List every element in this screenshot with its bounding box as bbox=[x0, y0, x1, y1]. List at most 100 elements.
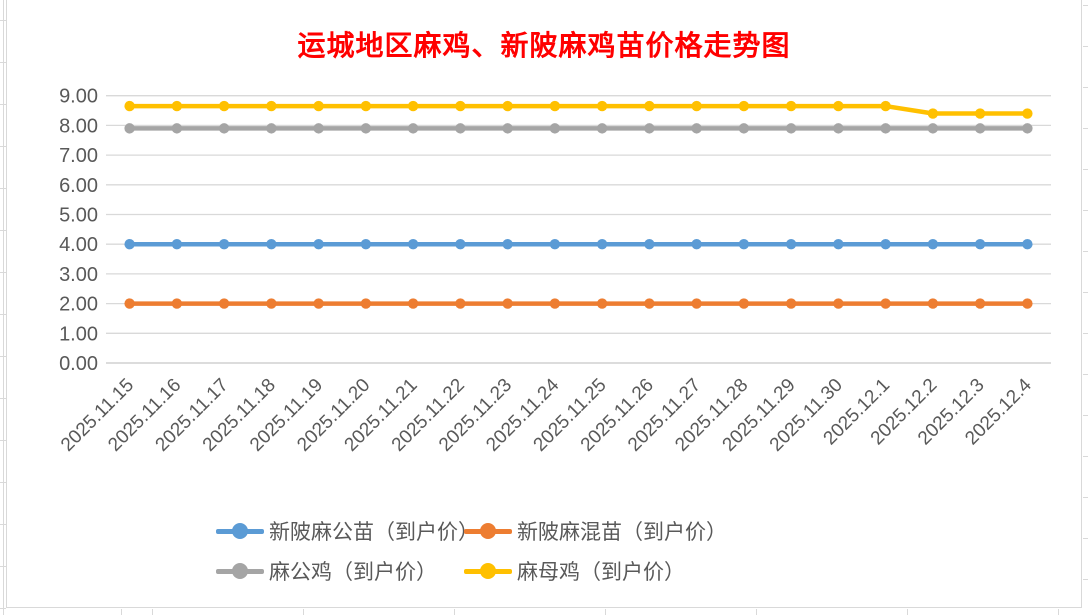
data-point-marker bbox=[266, 298, 277, 309]
legend-marker-dot bbox=[480, 523, 496, 539]
data-point-marker bbox=[785, 239, 797, 250]
data-point-marker bbox=[1022, 298, 1033, 309]
series-line bbox=[127, 103, 1030, 116]
data-point-marker bbox=[596, 123, 608, 134]
data-point-marker bbox=[644, 239, 655, 250]
data-point-marker bbox=[407, 239, 419, 250]
legend-marker-dot bbox=[232, 523, 248, 539]
data-point-marker bbox=[266, 239, 277, 250]
y-axis-tick-label: 2.00 bbox=[59, 294, 98, 316]
data-point-marker bbox=[833, 239, 844, 250]
data-point-marker bbox=[644, 123, 655, 134]
data-point-marker bbox=[644, 298, 655, 309]
data-point-marker bbox=[974, 239, 986, 250]
data-point-marker bbox=[360, 100, 372, 112]
data-point-marker bbox=[218, 239, 230, 250]
data-point-marker bbox=[313, 239, 324, 250]
y-axis-tick-label: 6.00 bbox=[59, 175, 98, 197]
data-point-marker bbox=[502, 100, 513, 112]
data-point-marker bbox=[1022, 123, 1033, 134]
data-point-marker bbox=[502, 239, 513, 250]
data-point-marker bbox=[880, 100, 891, 112]
plot-area: 0.00 1.00 2.00 3.00 4.00 5.00 6.00 7.00 8.00 9.00… bbox=[57, 86, 1051, 456]
data-point-marker bbox=[1022, 108, 1033, 119]
legend-marker bbox=[216, 523, 264, 539]
legend-item[interactable]: 新陂麻公苗（到户价） bbox=[216, 517, 479, 545]
chart-canvas[interactable]: 运城地区麻鸡、新陂麻鸡苗价格走势图 0.00 1.00 2.00 3.00 4.00 5.… bbox=[6, 0, 1082, 608]
data-point-marker bbox=[785, 298, 797, 309]
data-point-marker bbox=[407, 100, 419, 112]
data-point-marker bbox=[927, 298, 939, 309]
data-point-marker bbox=[549, 100, 561, 112]
data-point-marker bbox=[596, 239, 608, 250]
data-point-marker bbox=[171, 239, 183, 250]
data-point-marker bbox=[407, 298, 419, 309]
data-point-marker bbox=[313, 100, 324, 112]
data-point-marker bbox=[124, 298, 135, 309]
data-point-marker bbox=[171, 100, 183, 112]
data-point-marker bbox=[833, 100, 844, 112]
data-point-marker bbox=[596, 298, 608, 309]
legend-item-label: 麻公鸡（到户价） bbox=[269, 561, 437, 584]
worksheet-column-gridlines-bottom bbox=[0, 609, 1088, 615]
data-point-marker bbox=[266, 100, 277, 112]
data-point-marker bbox=[738, 239, 750, 250]
data-point-marker bbox=[218, 123, 230, 134]
data-point-marker bbox=[880, 239, 891, 250]
legend-item[interactable]: 新陂麻混苗（到户价） bbox=[464, 517, 727, 545]
data-point-marker bbox=[124, 239, 135, 250]
data-point-marker bbox=[549, 239, 561, 250]
data-point-marker bbox=[738, 298, 750, 309]
data-point-marker bbox=[455, 100, 466, 112]
legend-item[interactable]: 麻公鸡（到户价） bbox=[216, 557, 437, 585]
data-point-marker bbox=[1022, 239, 1033, 250]
y-axis-tick-label: 1.00 bbox=[59, 323, 98, 345]
y-axis-tick-label: 0.00 bbox=[59, 353, 98, 375]
data-point-marker bbox=[927, 108, 939, 119]
legend-marker bbox=[464, 563, 512, 579]
data-point-marker bbox=[266, 123, 277, 134]
worksheet-column-gridline-left bbox=[3, 0, 4, 615]
data-point-marker bbox=[218, 298, 230, 309]
data-point-marker bbox=[644, 100, 655, 112]
data-point-marker bbox=[785, 100, 797, 112]
data-point-marker bbox=[502, 123, 513, 134]
y-axis-tick-label: 4.00 bbox=[59, 234, 98, 256]
data-point-marker bbox=[880, 298, 891, 309]
data-point-marker bbox=[313, 298, 324, 309]
data-point-marker bbox=[691, 239, 702, 250]
legend-item-label: 新陂麻公苗（到户价） bbox=[269, 521, 479, 544]
data-point-marker bbox=[880, 123, 891, 134]
data-point-marker bbox=[785, 123, 797, 134]
data-point-marker bbox=[124, 100, 135, 112]
legend-marker bbox=[216, 563, 264, 579]
legend-item-label: 麻母鸡（到户价） bbox=[517, 561, 685, 584]
data-point-marker bbox=[407, 123, 419, 134]
data-point-marker bbox=[549, 298, 561, 309]
data-point-marker bbox=[124, 123, 135, 134]
data-point-marker bbox=[360, 239, 372, 250]
y-axis-tick-label: 5.00 bbox=[59, 205, 98, 227]
data-point-marker bbox=[313, 123, 324, 134]
legend-item-label: 新陂麻混苗（到户价） bbox=[517, 521, 727, 544]
data-point-marker bbox=[927, 239, 939, 250]
data-point-marker bbox=[974, 298, 986, 309]
worksheet-row-gridlines-right bbox=[1083, 0, 1088, 615]
data-point-marker bbox=[691, 298, 702, 309]
data-point-marker bbox=[455, 239, 466, 250]
data-point-marker bbox=[549, 123, 561, 134]
legend-marker bbox=[464, 523, 512, 539]
data-point-marker bbox=[691, 100, 702, 112]
data-point-marker bbox=[455, 123, 466, 134]
data-point-marker bbox=[502, 298, 513, 309]
y-axis-tick-label: 9.00 bbox=[59, 86, 98, 108]
data-point-marker bbox=[974, 123, 986, 134]
legend-item[interactable]: 麻母鸡（到户价） bbox=[464, 557, 685, 585]
data-point-marker bbox=[596, 100, 608, 112]
legend: 新陂麻公苗（到户价） 新陂麻混苗（到户价） 麻公鸡（到户价） 麻母鸡（到户价） bbox=[7, 0, 1081, 607]
data-point-marker bbox=[833, 298, 844, 309]
data-point-marker bbox=[218, 100, 230, 112]
data-point-marker bbox=[171, 298, 183, 309]
data-point-marker bbox=[738, 100, 750, 112]
